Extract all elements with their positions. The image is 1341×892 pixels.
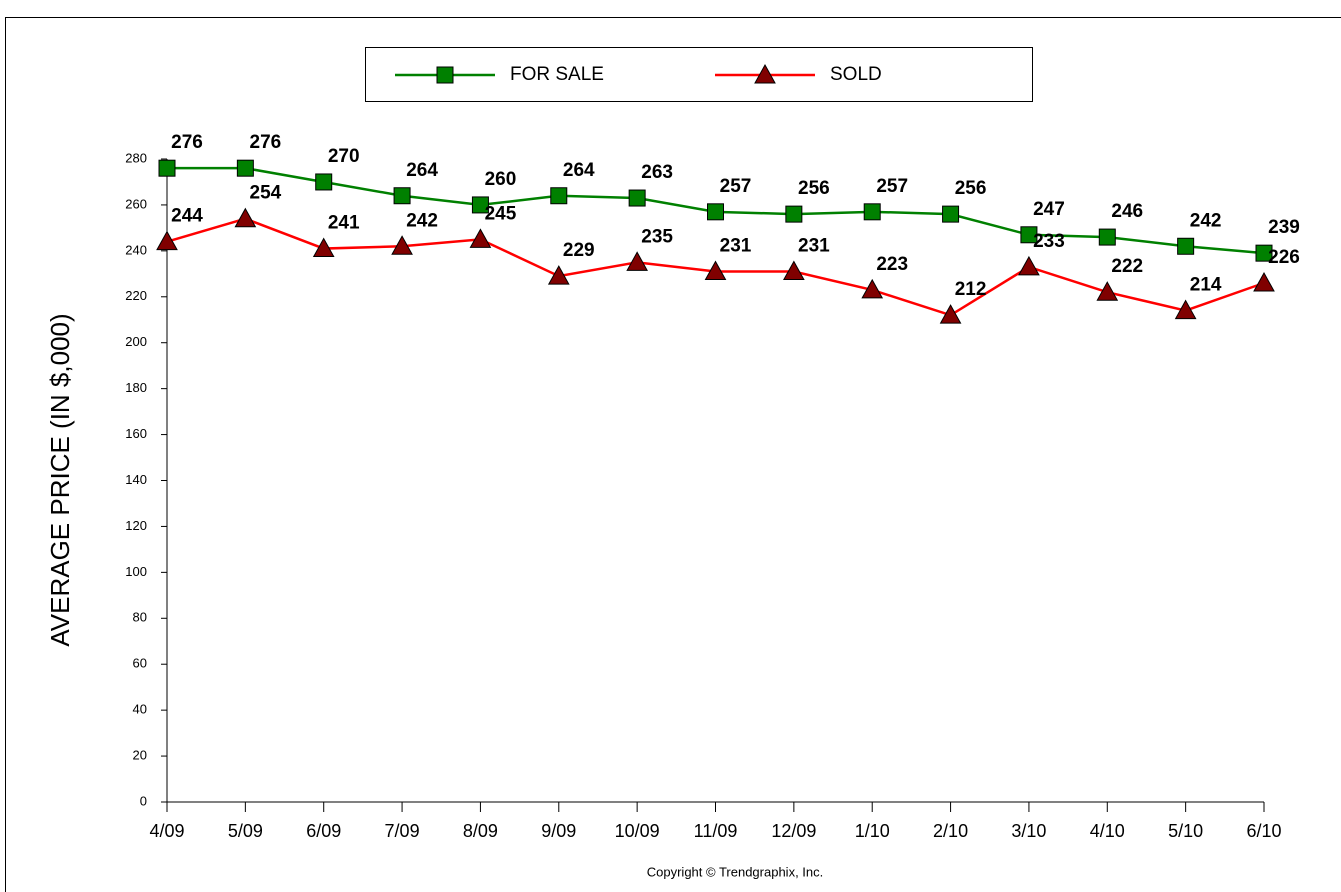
- y-tick-label: 100: [125, 564, 147, 579]
- data-label: 233: [1033, 231, 1065, 252]
- data-label: 223: [876, 254, 908, 275]
- data-label: 256: [955, 178, 987, 199]
- y-tick-label: 40: [133, 702, 147, 717]
- data-label: 247: [1033, 199, 1065, 220]
- x-tick-label: 12/09: [771, 821, 816, 841]
- marker: [234, 207, 257, 228]
- y-tick-label: 0: [140, 793, 147, 808]
- y-axis-label: AVERAGE PRICE (IN $,000): [45, 313, 75, 646]
- data-label: 276: [250, 132, 282, 153]
- frame: [5, 17, 1341, 892]
- x-tick-label: 4/10: [1090, 821, 1125, 841]
- data-label: 226: [1268, 247, 1300, 268]
- marker: [1018, 255, 1040, 276]
- x-tick-label: 2/10: [933, 821, 968, 841]
- data-label: 231: [798, 236, 830, 257]
- footnote: Copyright © Trendgraphix, Inc.: [647, 864, 824, 879]
- marker: [436, 66, 454, 84]
- y-tick-label: 200: [125, 334, 147, 349]
- data-label: 264: [406, 160, 438, 181]
- marker: [156, 230, 178, 251]
- marker: [469, 228, 492, 248]
- data-label: 254: [250, 183, 282, 204]
- data-label: 276: [171, 132, 203, 153]
- marker: [861, 278, 884, 299]
- x-tick-label: 5/10: [1168, 821, 1203, 841]
- x-tick-label: 11/09: [694, 821, 738, 841]
- data-label: 241: [328, 213, 360, 234]
- data-label: 260: [485, 169, 517, 190]
- marker: [942, 205, 960, 223]
- marker: [754, 63, 776, 84]
- data-label: 235: [641, 226, 673, 247]
- marker: [1174, 299, 1197, 320]
- x-tick-label: 10/09: [615, 821, 660, 841]
- y-tick-label: 260: [125, 196, 147, 211]
- marker: [1177, 237, 1195, 255]
- marker: [158, 159, 176, 177]
- marker: [1255, 244, 1273, 262]
- y-tick-label: 280: [125, 150, 147, 165]
- marker: [785, 205, 803, 223]
- marker: [626, 251, 648, 271]
- marker: [312, 237, 335, 258]
- legend-label: SOLD: [830, 64, 882, 85]
- marker: [391, 235, 413, 255]
- marker: [628, 189, 646, 207]
- marker: [547, 265, 570, 285]
- y-tick-label: 120: [125, 518, 147, 533]
- y-tick-label: 60: [133, 656, 147, 671]
- data-label: 242: [1190, 210, 1222, 231]
- x-tick-label: 7/09: [385, 821, 420, 841]
- data-label: 245: [485, 203, 517, 224]
- legend-label: FOR SALE: [510, 64, 604, 85]
- x-tick-label: 4/09: [149, 821, 184, 841]
- x-tick-label: 8/09: [463, 821, 498, 841]
- marker: [1253, 271, 1275, 292]
- y-tick-label: 220: [125, 288, 147, 303]
- y-tick-label: 240: [125, 242, 147, 257]
- marker: [1098, 228, 1116, 246]
- data-label: 257: [720, 176, 752, 197]
- data-label: 263: [641, 162, 673, 183]
- marker: [707, 203, 724, 221]
- y-tick-label: 20: [133, 748, 147, 763]
- marker: [783, 260, 805, 281]
- marker: [1096, 281, 1119, 301]
- data-label: 222: [1111, 256, 1143, 277]
- x-tick-label: 6/10: [1246, 821, 1281, 841]
- x-tick-label: 5/09: [228, 821, 263, 841]
- marker: [704, 260, 727, 281]
- data-label: 244: [171, 206, 203, 227]
- marker: [393, 187, 411, 205]
- x-tick-label: 3/10: [1011, 821, 1046, 841]
- x-tick-label: 1/10: [855, 821, 890, 841]
- data-label: 239: [1268, 217, 1300, 238]
- marker: [939, 304, 962, 324]
- y-tick-label: 160: [125, 426, 147, 441]
- marker: [236, 159, 254, 177]
- marker: [550, 187, 568, 205]
- data-label: 242: [406, 210, 438, 231]
- y-tick-label: 80: [133, 610, 147, 625]
- data-label: 264: [563, 160, 595, 181]
- y-tick-label: 140: [125, 472, 147, 487]
- data-label: 270: [328, 146, 360, 167]
- marker: [1020, 226, 1038, 244]
- data-label: 246: [1111, 201, 1143, 222]
- marker: [471, 196, 489, 214]
- y-tick-label: 180: [125, 380, 147, 395]
- x-tick-label: 9/09: [541, 821, 576, 841]
- x-tick-label: 6/09: [306, 821, 341, 841]
- marker: [315, 173, 333, 191]
- marker: [863, 203, 881, 221]
- data-label: 229: [563, 240, 595, 261]
- data-label: 212: [955, 279, 987, 300]
- data-label: 256: [798, 178, 830, 199]
- data-label: 214: [1190, 275, 1222, 296]
- data-label: 257: [876, 176, 908, 197]
- data-label: 231: [720, 236, 752, 257]
